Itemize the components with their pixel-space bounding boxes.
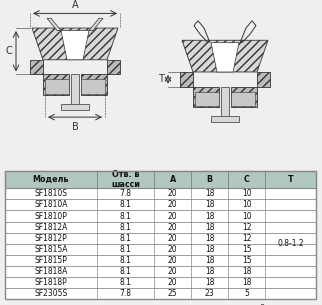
Text: 18: 18: [205, 234, 214, 242]
Text: 10: 10: [242, 211, 251, 221]
Text: SF1810P: SF1810P: [34, 211, 67, 221]
Polygon shape: [61, 104, 89, 110]
Text: 18: 18: [205, 189, 214, 199]
Text: SF1815A: SF1815A: [34, 245, 68, 253]
Text: 20: 20: [168, 189, 177, 199]
Polygon shape: [231, 87, 257, 107]
Text: 8.1: 8.1: [119, 256, 131, 265]
Bar: [5, 210, 317, 221]
Text: 8.1: 8.1: [119, 223, 131, 231]
Polygon shape: [45, 79, 69, 94]
Text: SF1812A: SF1812A: [34, 223, 68, 231]
Text: 8.1: 8.1: [119, 211, 131, 221]
Text: 8.1: 8.1: [119, 200, 131, 210]
Bar: [5, 244, 317, 255]
Text: T: T: [158, 74, 164, 84]
Polygon shape: [43, 74, 69, 95]
Bar: [5, 288, 317, 299]
Text: 10: 10: [242, 189, 251, 199]
Bar: [5, 171, 317, 188]
Bar: [5, 188, 317, 199]
Text: 12: 12: [242, 234, 251, 242]
Polygon shape: [81, 79, 105, 94]
Text: Модель: Модель: [33, 175, 69, 184]
Polygon shape: [89, 18, 103, 31]
Text: 7.8: 7.8: [119, 289, 131, 298]
Polygon shape: [182, 40, 268, 72]
Text: 15: 15: [242, 256, 251, 265]
Text: SF1810A: SF1810A: [34, 200, 68, 210]
Text: 18: 18: [205, 256, 214, 265]
Polygon shape: [30, 60, 43, 74]
Bar: [5, 266, 317, 277]
Text: A: A: [72, 0, 78, 10]
Text: 0.8-1.2: 0.8-1.2: [278, 239, 304, 248]
Bar: [5, 255, 317, 266]
Text: 20: 20: [168, 245, 177, 253]
Text: SF1810S: SF1810S: [34, 189, 67, 199]
Text: A: A: [170, 175, 176, 184]
Polygon shape: [47, 18, 61, 31]
Text: 20: 20: [168, 256, 177, 265]
Text: 18: 18: [205, 245, 214, 253]
Text: SF1815P: SF1815P: [34, 256, 67, 265]
Text: 8.1: 8.1: [119, 245, 131, 253]
Text: SF1818P: SF1818P: [34, 278, 67, 287]
Polygon shape: [32, 28, 118, 60]
Bar: [5, 199, 317, 210]
Polygon shape: [61, 30, 89, 60]
Text: 20: 20: [168, 267, 177, 276]
Text: SF2305S: SF2305S: [34, 289, 68, 298]
Text: 18: 18: [242, 267, 251, 276]
Text: 20: 20: [168, 211, 177, 221]
Text: 5: 5: [244, 289, 249, 298]
Polygon shape: [257, 72, 270, 87]
Text: B: B: [71, 122, 78, 132]
Text: 20: 20: [168, 234, 177, 242]
Bar: [5, 232, 317, 244]
Polygon shape: [180, 72, 193, 87]
Text: C: C: [244, 175, 250, 184]
Text: T: T: [288, 175, 294, 184]
Text: 20: 20: [168, 200, 177, 210]
Text: 15: 15: [242, 245, 251, 253]
Text: 8.1: 8.1: [119, 278, 131, 287]
Polygon shape: [211, 43, 239, 72]
Bar: [5, 221, 317, 232]
Text: 25: 25: [168, 289, 177, 298]
Text: B: B: [207, 175, 213, 184]
Text: 18: 18: [205, 278, 214, 287]
Text: 7.8: 7.8: [119, 189, 131, 199]
Text: 18: 18: [205, 211, 214, 221]
Bar: [5, 277, 317, 288]
Text: 20: 20: [168, 223, 177, 231]
Polygon shape: [71, 74, 79, 107]
Polygon shape: [211, 116, 239, 122]
Polygon shape: [193, 87, 219, 107]
Polygon shape: [81, 74, 107, 95]
Text: SF1818A: SF1818A: [34, 267, 68, 276]
Text: 8.1: 8.1: [119, 267, 131, 276]
Text: SF1812P: SF1812P: [34, 234, 67, 242]
Text: 18: 18: [242, 278, 251, 287]
Text: 8.1: 8.1: [119, 234, 131, 242]
Text: C: C: [5, 46, 12, 56]
Text: 23: 23: [205, 289, 214, 298]
Polygon shape: [107, 60, 120, 74]
Text: 18: 18: [205, 223, 214, 231]
Polygon shape: [221, 87, 229, 120]
Text: 10: 10: [242, 200, 251, 210]
Text: 12: 12: [242, 223, 251, 231]
Text: 18: 18: [205, 200, 214, 210]
Text: 20: 20: [168, 278, 177, 287]
Text: 18: 18: [205, 267, 214, 276]
Polygon shape: [195, 92, 219, 106]
Polygon shape: [231, 92, 255, 106]
Text: Размеры  в  мм: Размеры в мм: [260, 304, 316, 305]
Text: Отв. в
шасси: Отв. в шасси: [111, 170, 140, 189]
